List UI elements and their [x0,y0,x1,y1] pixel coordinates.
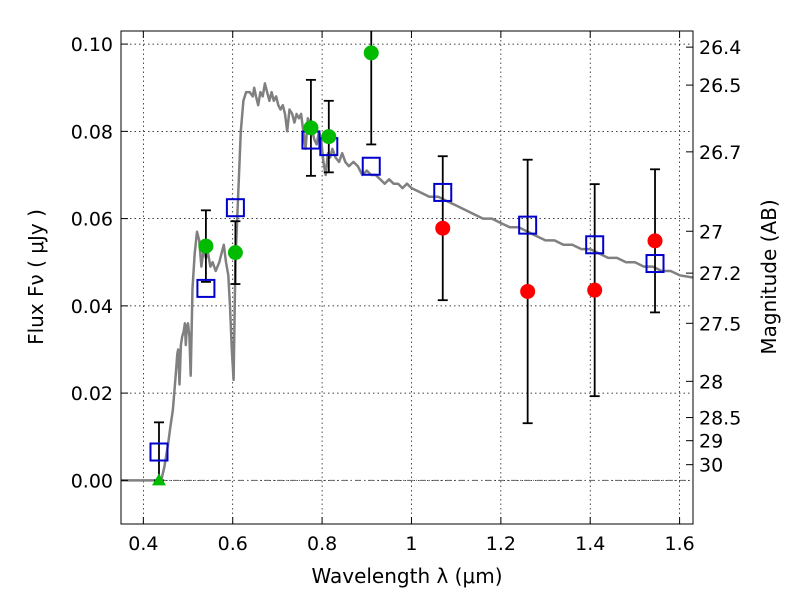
right-tick-label: 28.5 [699,408,741,430]
right-tick-label: 26.7 [699,142,741,164]
model-band-point [585,235,605,255]
plot-frame [120,30,694,525]
model-band-point [433,182,453,202]
detection-point [303,120,319,136]
right-tick-label: 27 [699,221,723,243]
model-band-point [225,198,245,218]
right-tick-label: 29 [699,431,723,453]
detection-point [198,238,214,254]
right-tick-label: 28 [699,371,723,393]
measurement-point [435,220,451,236]
y-tick-label: 0.04 [71,296,113,318]
y-axis-title: Flux Fν ( μJy ) [24,209,48,345]
upper-limit-marker [151,473,166,486]
x-tick-label: 1.6 [664,533,694,555]
measurement-point [520,283,536,299]
y-tick-label: 0.00 [71,470,113,492]
x-tick-label: 1 [405,533,417,555]
y-tick-label: 0.08 [71,121,113,143]
x-tick-label: 1.4 [575,533,605,555]
model-band-point [361,156,381,176]
x-tick-label: 0.8 [307,533,337,555]
x-tick-label: 0.4 [128,533,158,555]
axis-ticks: 0.4 0.6 0.8 1 1.2 1.4 1.6 0.00 0.02 0.04 0.06 0.08 0… [71,31,741,555]
x-tick-label: 0.6 [218,533,248,555]
grid-lines [121,31,693,524]
x-tick-label: 1.2 [486,533,516,555]
model-band-point [149,442,169,462]
model-band-point [518,215,538,235]
detection-point [321,129,337,145]
right-axis-title: Magnitude (AB) [757,199,781,354]
detection-point [363,45,379,61]
y-tick-label: 0.02 [71,383,113,405]
right-tick-label: 30 [699,455,723,477]
right-tick-label: 27.2 [699,263,741,285]
right-tick-label: 27.5 [699,313,741,335]
detection-point [227,245,243,261]
model-band-point [645,254,665,274]
y-tick-label: 0.06 [71,209,113,231]
measurement-point [647,233,663,249]
measurement-point [587,282,603,298]
model-band-point [196,278,216,298]
x-axis-title: Wavelength λ (μm) [311,564,502,588]
model-sed-line [121,82,693,482]
right-tick-label: 26.4 [699,37,741,59]
y-tick-label: 0.10 [71,34,113,56]
data-layer [121,31,693,486]
right-tick-label: 26.5 [699,75,741,97]
